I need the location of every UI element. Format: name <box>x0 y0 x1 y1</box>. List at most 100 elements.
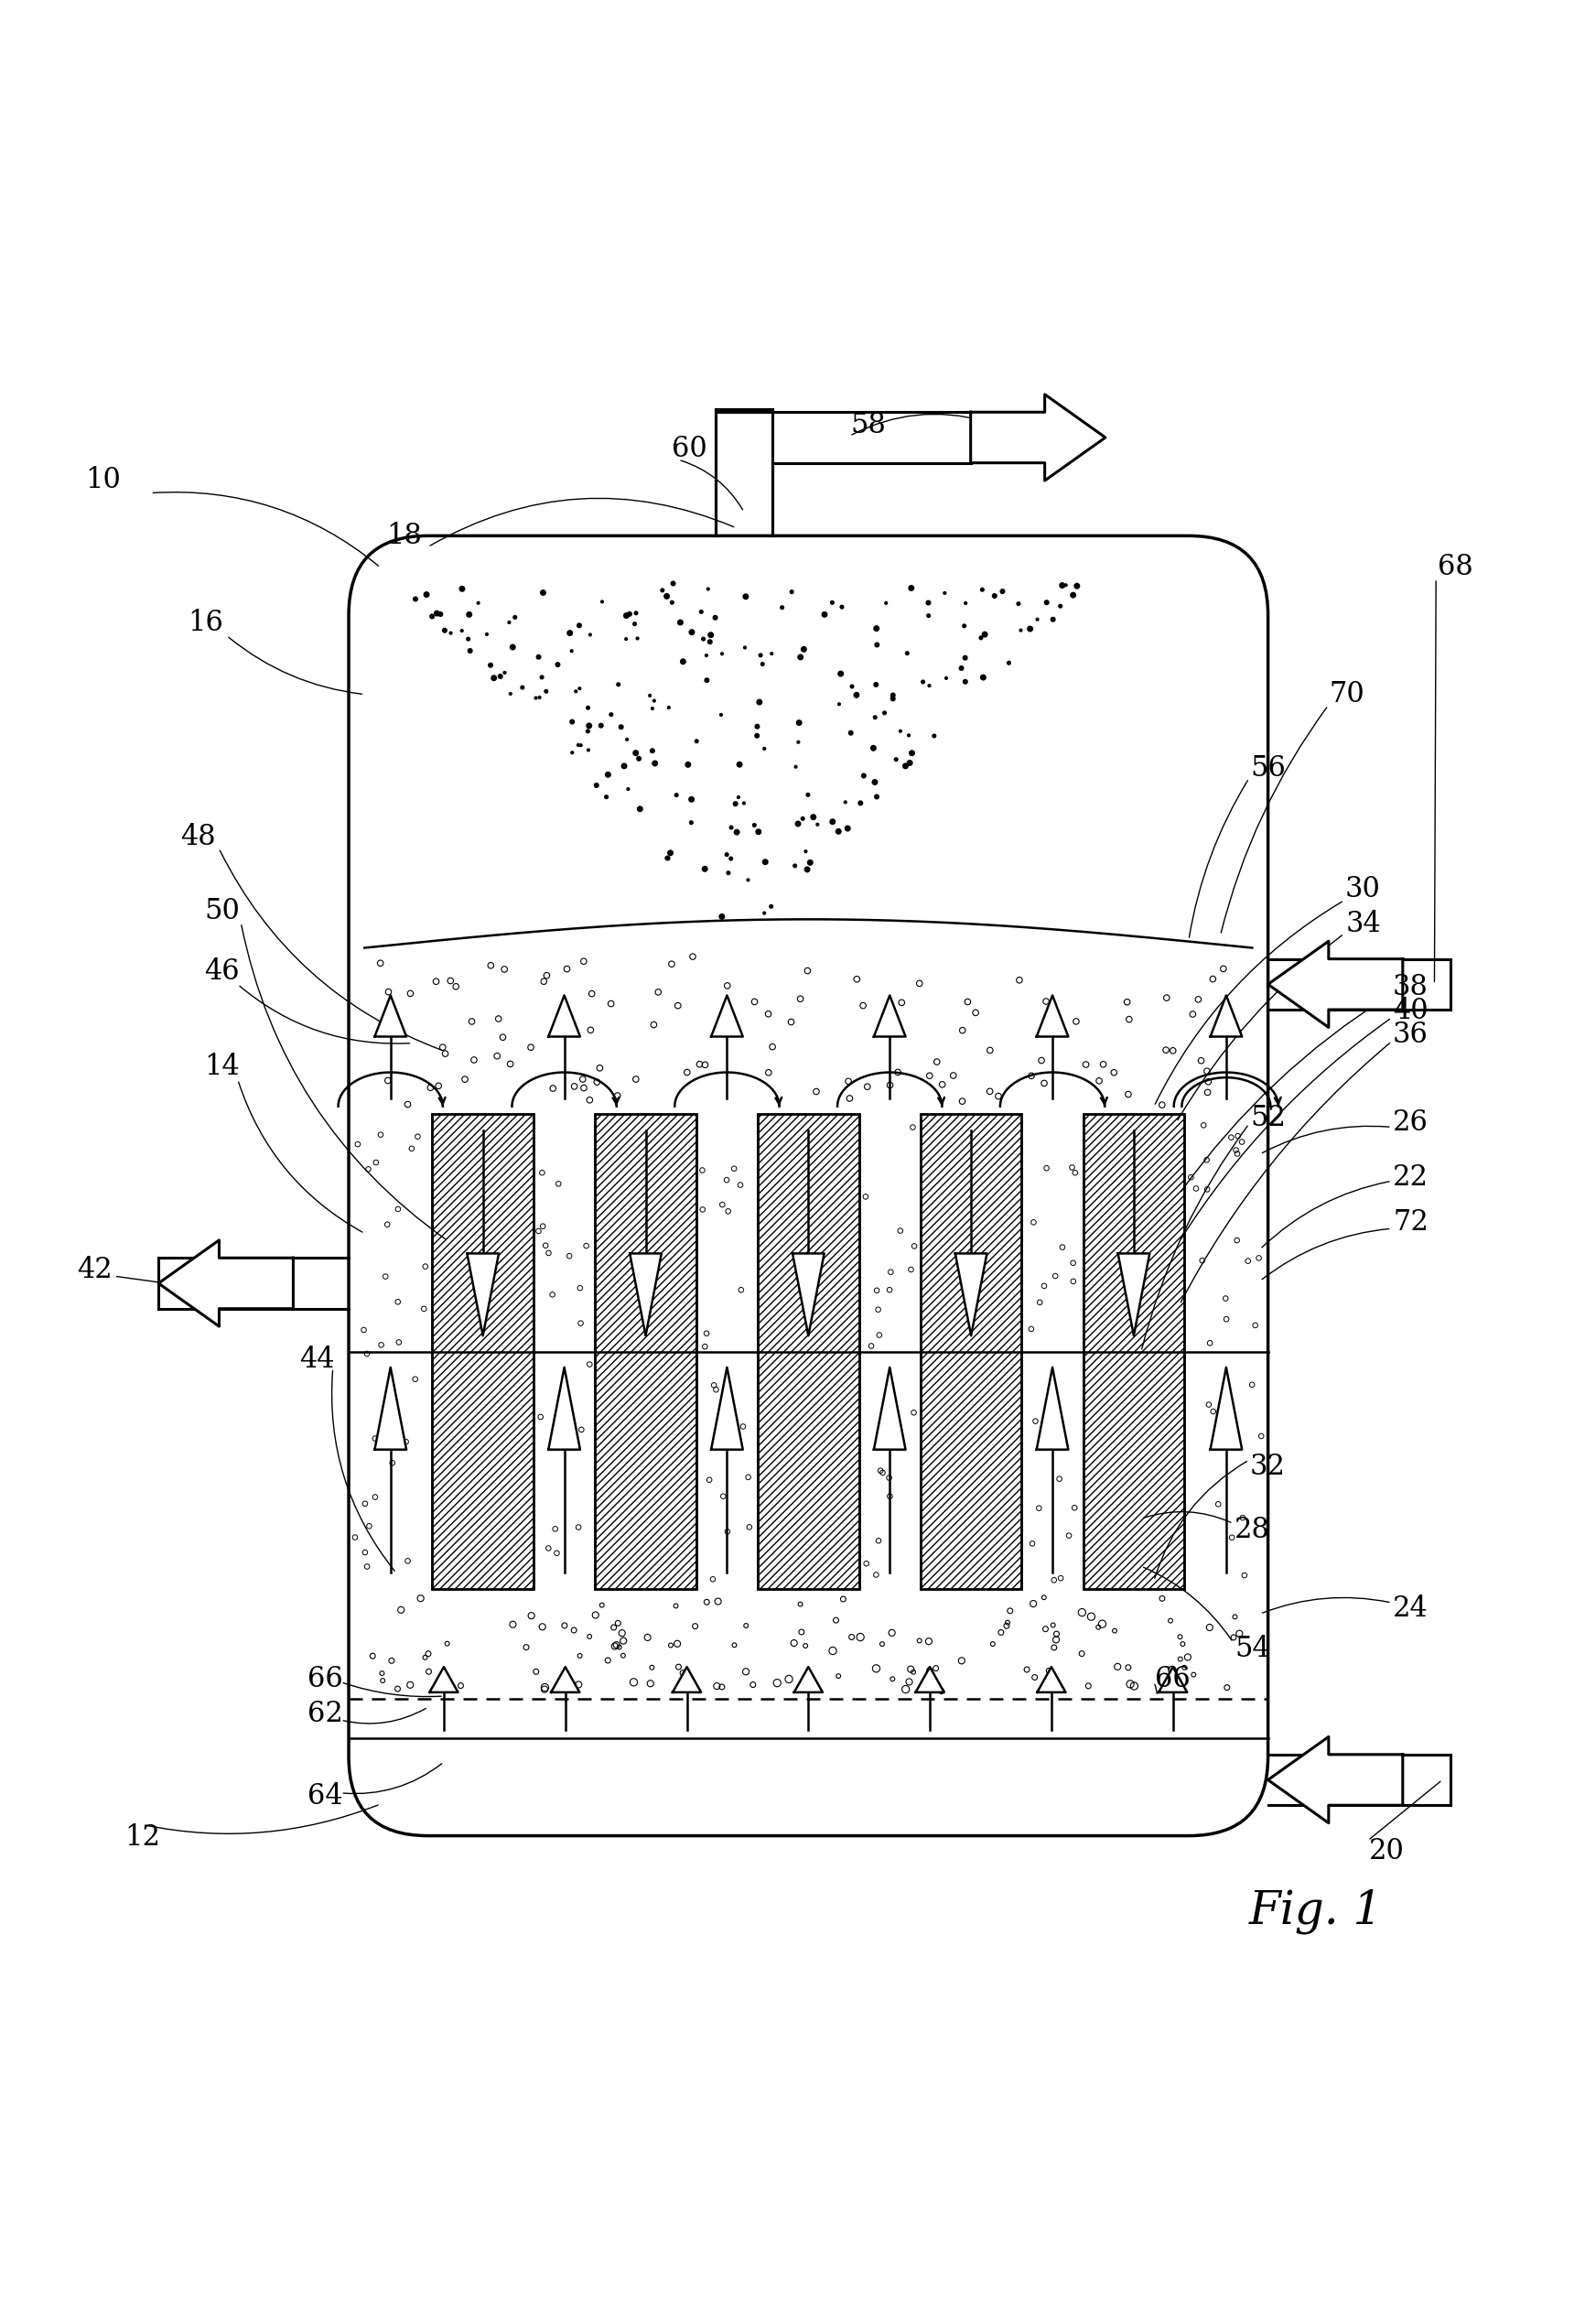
Point <box>764 1664 789 1701</box>
Point <box>683 723 708 760</box>
Point <box>759 1027 785 1064</box>
Point <box>1062 1490 1087 1527</box>
Point <box>621 604 647 641</box>
Point <box>789 799 815 837</box>
Point <box>637 1664 663 1701</box>
Point <box>902 1227 927 1264</box>
Point <box>693 1046 718 1083</box>
Point <box>1048 1408 1073 1446</box>
Point <box>723 786 748 823</box>
Point <box>531 962 556 999</box>
Point <box>529 1155 555 1192</box>
Point <box>575 690 601 727</box>
Point <box>953 586 978 623</box>
Point <box>888 1213 913 1250</box>
Point <box>628 790 653 827</box>
Point <box>704 1371 729 1408</box>
Text: 28: 28 <box>1235 1515 1270 1543</box>
Point <box>877 1478 902 1515</box>
Point <box>845 960 870 997</box>
Point <box>899 734 924 772</box>
Point <box>1200 1392 1225 1429</box>
Point <box>355 1336 380 1373</box>
Point <box>899 1250 924 1287</box>
Text: 70: 70 <box>1330 681 1365 709</box>
Point <box>697 616 723 653</box>
Point <box>1195 1171 1220 1208</box>
Point <box>1064 567 1089 604</box>
Point <box>496 604 521 641</box>
Polygon shape <box>468 1253 499 1336</box>
Point <box>575 732 601 769</box>
Point <box>1197 1385 1222 1422</box>
Point <box>613 621 639 658</box>
Point <box>491 653 517 690</box>
Point <box>487 999 512 1037</box>
Point <box>376 974 401 1011</box>
Point <box>596 1641 621 1678</box>
Point <box>708 697 734 734</box>
Point <box>667 604 693 641</box>
Point <box>735 862 761 899</box>
Polygon shape <box>956 1253 987 1336</box>
Point <box>1243 1306 1268 1343</box>
Point <box>1027 1283 1052 1320</box>
Point <box>357 1508 382 1545</box>
Point <box>694 637 720 674</box>
Point <box>747 683 772 720</box>
Point <box>1195 1074 1220 1111</box>
Point <box>708 1669 734 1706</box>
Point <box>688 593 713 630</box>
Point <box>623 1060 648 1097</box>
Point <box>342 1518 368 1555</box>
Point <box>1070 1594 1095 1631</box>
Point <box>433 1034 458 1071</box>
Point <box>1184 1169 1209 1206</box>
Polygon shape <box>430 1666 458 1692</box>
Point <box>854 1545 880 1583</box>
Point <box>1073 1046 1098 1083</box>
Point <box>574 1227 599 1264</box>
Point <box>363 1143 388 1181</box>
Point <box>666 1648 691 1685</box>
Point <box>398 974 423 1011</box>
Point <box>458 632 483 669</box>
Point <box>949 1083 975 1120</box>
Point <box>455 621 480 658</box>
Point <box>640 1006 666 1043</box>
Point <box>753 844 778 881</box>
Point <box>997 1592 1022 1629</box>
Point <box>659 583 685 621</box>
Text: 30: 30 <box>1346 876 1381 904</box>
Point <box>560 734 585 772</box>
Point <box>864 779 889 816</box>
Point <box>510 669 536 706</box>
Point <box>900 1109 926 1146</box>
Point <box>590 1587 615 1624</box>
Point <box>563 672 588 709</box>
Point <box>1116 1076 1141 1113</box>
Point <box>747 813 772 851</box>
Point <box>1160 1032 1186 1069</box>
Point <box>1214 1301 1239 1339</box>
Point <box>352 1485 377 1522</box>
Point <box>686 1046 712 1083</box>
Polygon shape <box>158 1241 293 1327</box>
Point <box>1203 1427 1228 1464</box>
Point <box>1076 1666 1102 1703</box>
Point <box>1033 983 1059 1020</box>
Point <box>716 855 742 892</box>
Point <box>1160 1652 1186 1690</box>
Point <box>368 944 393 981</box>
Point <box>368 1116 393 1153</box>
Polygon shape <box>1037 1367 1068 1450</box>
Point <box>691 621 716 658</box>
Point <box>372 1257 398 1294</box>
Point <box>434 1624 460 1662</box>
Point <box>376 1062 401 1099</box>
Point <box>626 739 651 776</box>
Point <box>916 1622 941 1659</box>
Point <box>777 1662 802 1699</box>
Bar <box>758 1113 859 1590</box>
Point <box>498 676 523 713</box>
